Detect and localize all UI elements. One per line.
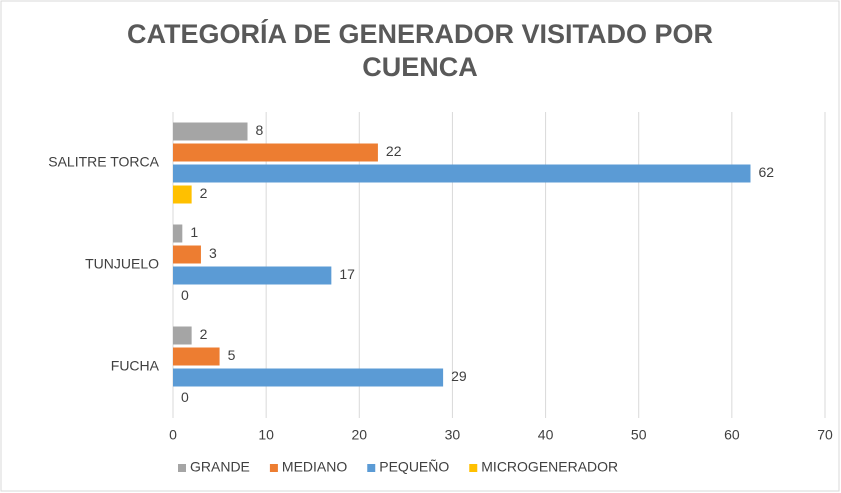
x-tick-label: 10: [258, 427, 274, 443]
legend-label: GRANDE: [190, 459, 250, 475]
y-tick-label: FUCHA: [111, 358, 160, 374]
value-label: 2: [200, 326, 208, 342]
value-label: 22: [386, 143, 402, 159]
value-label: 1: [190, 224, 198, 240]
value-label: 5: [228, 347, 236, 363]
x-tick-label: 50: [631, 427, 647, 443]
legend-label: PEQUEÑO: [379, 459, 449, 475]
bar: [173, 185, 192, 204]
x-tick-label: 20: [351, 427, 367, 443]
x-tick-label: 0: [169, 427, 177, 443]
bar: [173, 326, 192, 345]
value-label: 17: [339, 266, 355, 282]
value-label: 3: [209, 245, 217, 261]
y-tick-label: SALITRE TORCA: [48, 154, 159, 170]
value-label: 2: [200, 185, 208, 201]
y-tick-label: TUNJUELO: [85, 256, 159, 272]
legend-swatch: [367, 464, 376, 472]
value-label: 29: [451, 368, 467, 384]
x-tick-label: 30: [445, 427, 461, 443]
bar: [173, 143, 378, 162]
legend-label: MEDIANO: [282, 459, 347, 475]
bar: [173, 266, 332, 285]
value-label: 62: [758, 164, 774, 180]
bar: [173, 368, 444, 387]
legend-swatch: [269, 464, 278, 472]
bar: [173, 347, 220, 366]
legend-label: MICROGENERADOR: [481, 459, 618, 475]
legend-swatch: [469, 464, 478, 472]
x-tick-label: 70: [817, 427, 833, 443]
legend-swatch: [178, 464, 186, 472]
value-label: 0: [181, 287, 189, 303]
value-label: 0: [181, 389, 189, 405]
x-tick-label: 60: [724, 427, 740, 443]
value-label: 8: [256, 122, 264, 138]
bar: [173, 122, 248, 141]
bar: [173, 245, 201, 264]
bar: [173, 224, 183, 243]
chart-title: CATEGORÍA DE GENERADOR VISITADO POR CUEN…: [126, 19, 714, 82]
x-tick-label: 40: [538, 427, 554, 443]
bar: [173, 164, 751, 183]
